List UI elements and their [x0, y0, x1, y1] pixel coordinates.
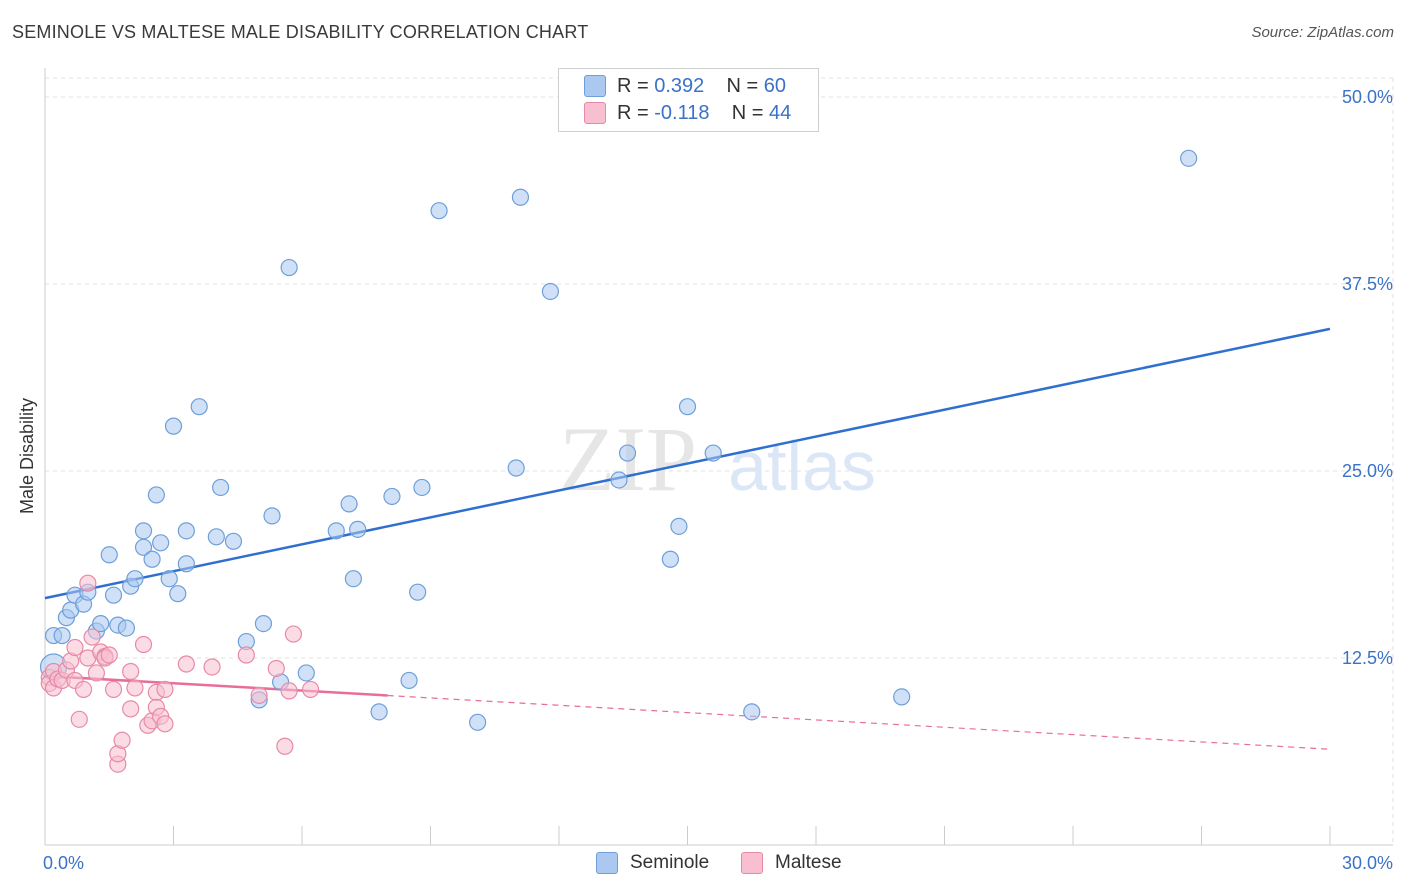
seminole-n-label: N =	[726, 74, 764, 97]
seminole-point	[147, 486, 165, 504]
maltese-swatch	[584, 102, 606, 124]
x-tick-label: 0.0%	[43, 853, 84, 873]
legend-maltese-label: Maltese	[775, 852, 842, 873]
maltese-trend-extension	[387, 694, 1331, 750]
seminole-point	[53, 626, 71, 645]
y-tick-label: 12.5%	[1342, 648, 1393, 668]
seminole-point	[327, 522, 345, 540]
seminole-point	[117, 619, 135, 637]
maltese-point	[113, 731, 131, 749]
seminole-point	[469, 713, 487, 731]
seminole-point	[177, 555, 195, 573]
seminole-swatch	[584, 75, 606, 97]
seminole-point	[297, 664, 315, 682]
seminole-point	[160, 570, 178, 588]
seminole-point	[704, 444, 722, 462]
seminole-point	[143, 550, 161, 568]
source-label: Source: ZipAtlas.com	[1251, 24, 1394, 41]
maltese-point	[79, 574, 97, 592]
seminole-point	[263, 507, 281, 525]
seminole-point	[893, 688, 911, 706]
maltese-point	[83, 628, 101, 646]
maltese-point	[284, 625, 303, 643]
legend-item-maltese: Maltese	[741, 852, 842, 874]
seminole-point	[164, 417, 183, 435]
maltese-point	[87, 664, 106, 682]
y-axis-label: Male Disability	[17, 398, 37, 514]
legend-seminole-swatch	[596, 852, 618, 874]
maltese-point	[122, 700, 140, 718]
seminole-point	[100, 546, 118, 564]
seminole-point	[400, 671, 418, 690]
maltese-point	[134, 635, 153, 654]
maltese-point	[267, 659, 285, 678]
maltese-point	[237, 646, 255, 664]
seminole-point	[344, 570, 362, 588]
maltese-r-value: -0.118	[654, 101, 710, 124]
maltese-point	[177, 655, 195, 673]
maltese-n-label: N =	[731, 101, 769, 124]
maltese-point	[122, 662, 140, 681]
seminole-point	[134, 522, 153, 540]
seminole-point	[152, 534, 170, 552]
x-tick-label: 30.0%	[1342, 853, 1393, 873]
maltese-point	[280, 682, 298, 700]
seminole-point	[383, 487, 401, 506]
seminole-point	[370, 703, 388, 721]
legend-maltese-swatch	[741, 852, 763, 874]
chart-title: SEMINOLE VS MALTESE MALE DISABILITY CORR…	[12, 22, 589, 42]
maltese-point	[156, 715, 174, 733]
seminole-point	[1180, 149, 1198, 167]
seminole-point	[743, 703, 761, 721]
seminole-point	[280, 258, 298, 277]
seminole-point	[126, 570, 144, 588]
seminole-r-label: R =	[617, 74, 655, 97]
seminole-point	[678, 398, 697, 416]
seminole-point	[254, 614, 273, 633]
seminole-n-value: 60	[763, 74, 787, 97]
maltese-point	[250, 686, 268, 705]
seminole-point	[409, 583, 427, 601]
seminole-point	[92, 614, 110, 633]
seminole-point	[610, 471, 628, 489]
maltese-point	[156, 680, 174, 699]
seminole-point	[430, 202, 448, 220]
seminole-point	[177, 522, 195, 540]
seminole-point	[413, 478, 431, 497]
maltese-point	[203, 658, 221, 676]
seminole-point	[190, 398, 208, 416]
seminole-point	[661, 550, 679, 568]
y-tick-label: 50.0%	[1342, 87, 1393, 107]
maltese-point	[276, 737, 294, 755]
seminole-point	[169, 585, 187, 603]
seminole-point	[511, 188, 530, 206]
maltese-r-label: R =	[617, 101, 655, 124]
seminole-point	[670, 517, 688, 535]
seminole-point	[349, 520, 367, 538]
maltese-point	[66, 638, 84, 657]
seminole-point	[104, 586, 123, 604]
y-tick-label: 37.5%	[1342, 274, 1393, 294]
seminole-point	[541, 282, 560, 301]
seminole-point	[507, 459, 525, 477]
maltese-point	[74, 680, 93, 699]
seminole-point	[618, 444, 637, 462]
maltese-point	[126, 679, 144, 697]
legend-item-seminole: Seminole	[596, 852, 709, 874]
maltese-point	[104, 680, 123, 699]
seminole-r-value: 0.392	[654, 74, 705, 97]
maltese-point	[100, 646, 118, 664]
maltese-n-value: 44	[768, 101, 792, 124]
maltese-point	[301, 680, 320, 699]
seminole-point	[212, 478, 230, 497]
seminole-point	[224, 532, 243, 550]
seminole-trend-line	[44, 327, 1331, 600]
stats-legend: R = 0.392 N = 60 R = -0.118 N = 44	[558, 68, 819, 132]
seminole-point	[340, 495, 358, 513]
seminole-point	[207, 528, 225, 546]
legend-seminole-label: Seminole	[630, 852, 710, 873]
maltese-point	[70, 710, 88, 728]
y-tick-label: 25.0%	[1342, 461, 1393, 481]
